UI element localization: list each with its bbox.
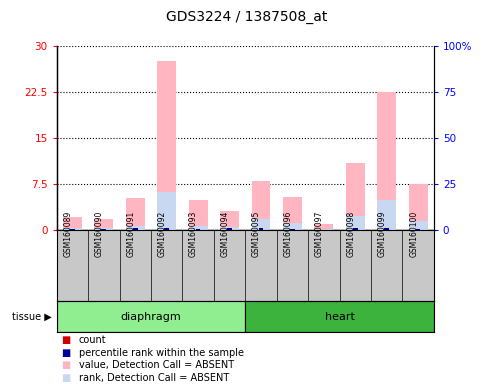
Bar [63,228,82,230]
Bar [416,229,421,230]
Text: ■: ■ [62,360,71,370]
Bar [315,229,333,230]
Bar [57,301,245,332]
Text: GSM160095: GSM160095 [252,211,261,257]
Bar [63,217,82,230]
Bar [385,228,389,230]
Bar [353,228,357,230]
Bar [416,229,421,230]
Text: ■: ■ [62,348,71,358]
Text: GSM160090: GSM160090 [95,211,104,257]
Bar [315,224,333,230]
Text: diaphragm: diaphragm [121,312,181,322]
Text: GSM160099: GSM160099 [378,211,387,257]
Text: ■: ■ [62,335,71,345]
Text: value, Detection Call = ABSENT: value, Detection Call = ABSENT [79,360,234,370]
Bar [102,229,106,230]
Bar [220,227,239,230]
Text: GSM160097: GSM160097 [315,211,324,257]
Bar [283,197,302,230]
Text: GSM160091: GSM160091 [126,211,135,257]
Bar [245,301,434,332]
Bar [196,228,201,230]
Text: ■: ■ [62,373,71,383]
Text: GSM160093: GSM160093 [189,211,198,257]
Text: tissue ▶: tissue ▶ [12,312,52,322]
Bar [94,219,113,230]
Bar [346,216,365,230]
Bar [251,181,270,230]
Bar [126,226,145,230]
Bar [189,226,208,230]
Bar [220,211,239,230]
Bar [283,223,302,230]
Bar [70,228,75,230]
Text: GSM160092: GSM160092 [158,211,167,257]
Bar [133,228,138,230]
Text: GDS3224 / 1387508_at: GDS3224 / 1387508_at [166,10,327,24]
Bar [133,228,138,230]
Bar [385,228,389,230]
Bar [102,229,106,230]
Bar [377,92,396,230]
Bar [126,199,145,230]
Bar [164,228,169,230]
Bar [70,229,75,230]
Bar [259,228,263,230]
Bar [321,229,326,230]
Text: percentile rank within the sample: percentile rank within the sample [79,348,244,358]
Text: heart: heart [324,312,354,322]
Bar [409,221,427,230]
Text: GSM160096: GSM160096 [283,211,292,257]
Bar [377,200,396,230]
Bar [164,228,169,230]
Bar [157,192,176,230]
Text: GSM160089: GSM160089 [64,211,72,257]
Text: rank, Detection Call = ABSENT: rank, Detection Call = ABSENT [79,373,229,383]
Bar [259,228,263,230]
Bar [157,61,176,230]
Bar [251,219,270,230]
Bar [196,229,201,230]
Bar [189,200,208,230]
Bar [227,228,232,230]
Text: count: count [79,335,106,345]
Bar [353,228,357,230]
Bar [290,229,295,230]
Text: GSM160100: GSM160100 [409,211,418,257]
Bar [94,228,113,230]
Bar [409,184,427,230]
Bar [227,228,232,230]
Bar [346,163,365,230]
Bar [290,228,295,230]
Text: GSM160094: GSM160094 [220,211,230,257]
Text: GSM160098: GSM160098 [346,211,355,257]
